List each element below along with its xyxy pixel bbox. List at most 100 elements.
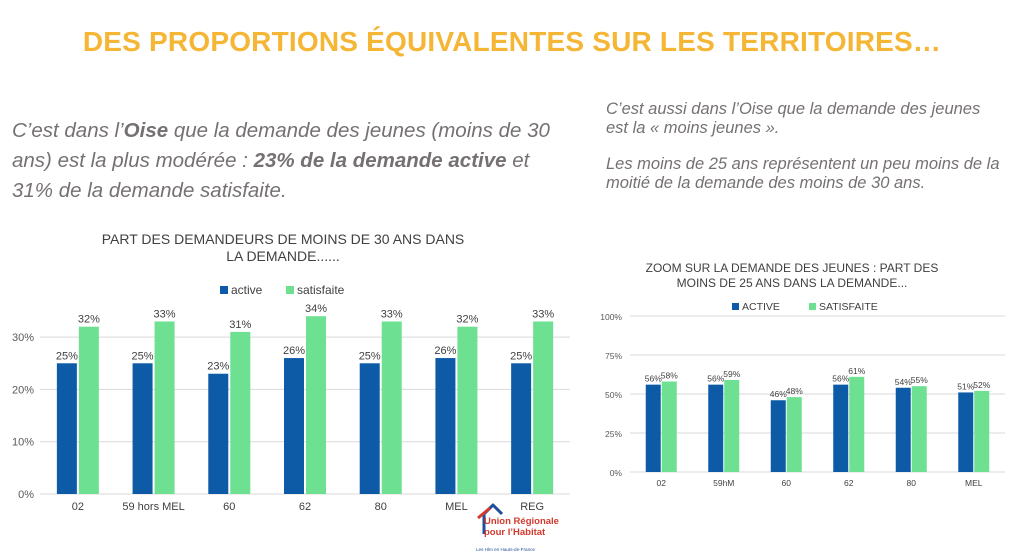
logo-line-1: Union Régionale: [484, 516, 559, 527]
bar-value-label: 51%: [957, 381, 974, 391]
bar: [381, 321, 402, 494]
bar: [708, 384, 724, 472]
bar: [974, 390, 990, 472]
x-category-label: 02: [657, 478, 667, 488]
bar-value-label: 55%: [911, 375, 928, 385]
bar-value-label: 56%: [645, 374, 662, 384]
legend-label: ACTIVE: [742, 301, 780, 313]
left-text-oise: Oise: [123, 119, 169, 142]
bar: [284, 358, 304, 494]
x-category-label: 59hM: [713, 478, 734, 488]
union-regionale-logo: Union Régionale pour l’Habitat Les Hlm e…: [476, 503, 559, 552]
legend-label: active: [231, 283, 263, 297]
bar: [306, 316, 326, 494]
bar-value-label: 32%: [78, 314, 100, 326]
left-commentary: C’est dans l’Oise que la demande des jeu…: [12, 116, 572, 206]
x-category-label: MEL: [965, 478, 983, 488]
bar-value-label: 23%: [207, 361, 229, 373]
bar-value-label: 25%: [510, 350, 532, 362]
slide-title: DES PROPORTIONS ÉQUIVALENTES SUR LES TER…: [82, 26, 942, 57]
bar: [661, 381, 677, 472]
bar-value-label: 33%: [532, 308, 554, 320]
bar-value-label: 31%: [229, 319, 251, 331]
bar: [645, 384, 661, 472]
y-tick-label: 75%: [605, 351, 622, 361]
logo-tagline: Les Hlm en Hauts-de-France: [476, 547, 535, 552]
bar: [511, 363, 532, 494]
left-text-part-1: C’est dans l’: [12, 119, 124, 142]
bar: [958, 392, 974, 472]
bar: [457, 326, 478, 494]
x-category-label: 80: [375, 501, 387, 513]
right-text-paragraph-1: C’est aussi dans l’Oise que la demande d…: [606, 100, 981, 137]
bar: [78, 326, 99, 494]
bar-value-label: 33%: [154, 308, 176, 320]
y-tick-label: 20%: [12, 384, 34, 396]
x-category-label: 59 hors MEL: [122, 501, 184, 513]
bar-value-label: 26%: [283, 345, 305, 357]
bar-value-label: 32%: [456, 314, 478, 326]
right-commentary: C’est aussi dans l’Oise que la demande d…: [606, 100, 1006, 192]
bar: [786, 397, 802, 472]
legend-swatch: [732, 303, 739, 310]
bar-value-label: 61%: [848, 366, 865, 376]
x-category-label: 62: [844, 478, 854, 488]
bar-value-label: 52%: [973, 380, 990, 390]
bar: [435, 358, 456, 494]
chart-title-line: MOINS DE 25 ANS DANS LA DEMANDE...: [677, 276, 908, 290]
bar-value-label: 56%: [707, 374, 724, 384]
x-category-label: 60: [782, 478, 792, 488]
bar: [533, 321, 554, 494]
legend-label: SATISFAITE: [819, 301, 878, 313]
bar-value-label: 48%: [786, 386, 803, 396]
bar: [911, 386, 927, 472]
right-text-paragraph-2: Les moins de 25 ans représentent un peu …: [606, 155, 1000, 192]
x-category-label: 60: [223, 501, 235, 513]
bar-value-label: 33%: [381, 308, 403, 320]
left-text-highlight: 23% de la demande active: [253, 149, 507, 172]
left-text-part-2: que la demande des jeunes (moins de 30 a…: [12, 119, 550, 172]
bar-value-label: 56%: [832, 374, 849, 384]
bar-value-label: 58%: [661, 371, 678, 381]
x-category-label: REG: [520, 501, 544, 513]
x-category-label: MEL: [445, 501, 468, 513]
bar: [154, 321, 175, 494]
bar: [770, 400, 786, 472]
legend-swatch: [286, 286, 294, 294]
bar: [359, 363, 380, 494]
bar-value-label: 46%: [770, 389, 787, 399]
bar-value-label: 25%: [359, 350, 381, 362]
y-tick-label: 50%: [605, 390, 622, 400]
bar: [230, 331, 251, 494]
bar-value-label: 34%: [305, 303, 327, 315]
y-tick-label: 0%: [610, 468, 623, 478]
x-category-label: 62: [299, 501, 311, 513]
chart-title-line: ZOOM SUR LA DEMANDE DES JEUNES : PART DE…: [646, 261, 939, 275]
y-tick-label: 100%: [600, 312, 622, 322]
left-text-part-4: et 31% de la demande satisfaite.: [12, 149, 530, 202]
x-category-label: 02: [72, 501, 84, 513]
bar: [895, 387, 911, 472]
bar: [849, 376, 865, 472]
chart-title-line: LA DEMANDE......: [226, 248, 340, 264]
bar: [833, 384, 849, 472]
x-category-label: 80: [907, 478, 917, 488]
y-tick-label: 30%: [12, 332, 34, 344]
bar: [56, 363, 77, 494]
bar-value-label: 26%: [434, 345, 456, 357]
legend-label: satisfaite: [297, 283, 345, 297]
bar-value-label: 59%: [723, 369, 740, 379]
bar: [132, 363, 153, 494]
logo-line-2: pour l’Habitat: [484, 527, 546, 538]
y-tick-label: 25%: [605, 429, 622, 439]
legend-swatch: [809, 303, 816, 310]
logo-accent-icon: [477, 506, 491, 520]
bar: [724, 379, 740, 472]
y-tick-label: 10%: [12, 437, 34, 449]
legend-swatch: [220, 286, 228, 294]
bar: [208, 373, 229, 494]
y-tick-label: 0%: [18, 489, 34, 501]
bar-value-label: 54%: [895, 377, 912, 387]
